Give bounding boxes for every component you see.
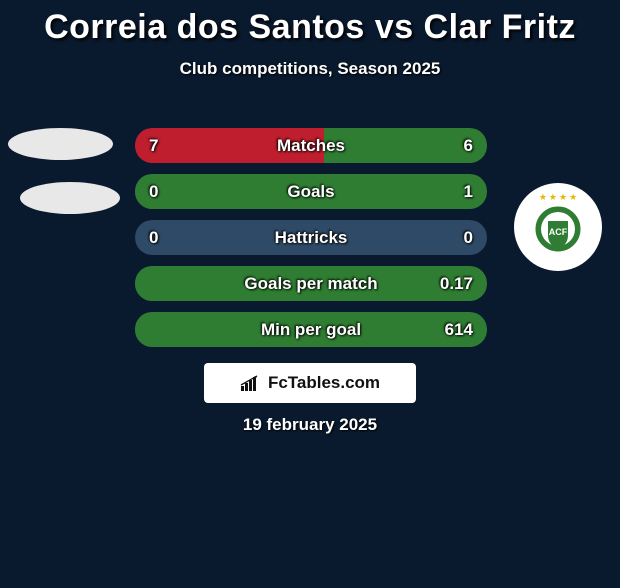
bar-value-right: 1 [464, 182, 473, 202]
club-badge-right: ★ ★ ★ ★ ACF [514, 183, 602, 271]
stat-bars-container: Matches 7 6 Goals 0 1 Hattricks 0 0 Goals per mat… [135, 128, 487, 358]
bar-label: Matches [277, 136, 345, 156]
bar-label: Goals per match [244, 274, 377, 294]
bar-label: Goals [287, 182, 334, 202]
logo-text: FcTables.com [268, 373, 380, 393]
star-icon: ★ [539, 192, 547, 203]
bar-label: Hattricks [275, 228, 348, 248]
comparison-subtitle: Club competitions, Season 2025 [0, 59, 620, 79]
star-icon: ★ [549, 192, 557, 203]
stat-row: Min per goal 614 [135, 312, 487, 347]
star-icon: ★ [569, 192, 577, 203]
stat-row: Hattricks 0 0 [135, 220, 487, 255]
bar-value-left: 7 [149, 136, 158, 156]
stat-row: Goals per match 0.17 [135, 266, 487, 301]
star-icon: ★ [559, 192, 567, 203]
comparison-title: Correia dos Santos vs Clar Fritz [0, 8, 620, 47]
badge-stars: ★ ★ ★ ★ [539, 192, 577, 203]
bars-chart-icon [240, 374, 262, 392]
player-left-placeholder-1 [8, 128, 113, 160]
bar-value-left: 0 [149, 228, 158, 248]
svg-text:ACF: ACF [549, 227, 568, 237]
bar-value-right: 0 [464, 228, 473, 248]
stat-row: Goals 0 1 [135, 174, 487, 209]
bar-value-right: 0.17 [440, 274, 473, 294]
snapshot-date: 19 february 2025 [0, 415, 620, 435]
bar-label: Min per goal [261, 320, 361, 340]
bar-value-left: 0 [149, 182, 158, 202]
stat-row: Matches 7 6 [135, 128, 487, 163]
fctables-logo: FcTables.com [204, 363, 416, 403]
player-left-placeholder-2 [20, 182, 120, 214]
bar-value-right: 6 [464, 136, 473, 156]
badge-shield: ACF [534, 205, 582, 257]
bar-value-right: 614 [445, 320, 473, 340]
